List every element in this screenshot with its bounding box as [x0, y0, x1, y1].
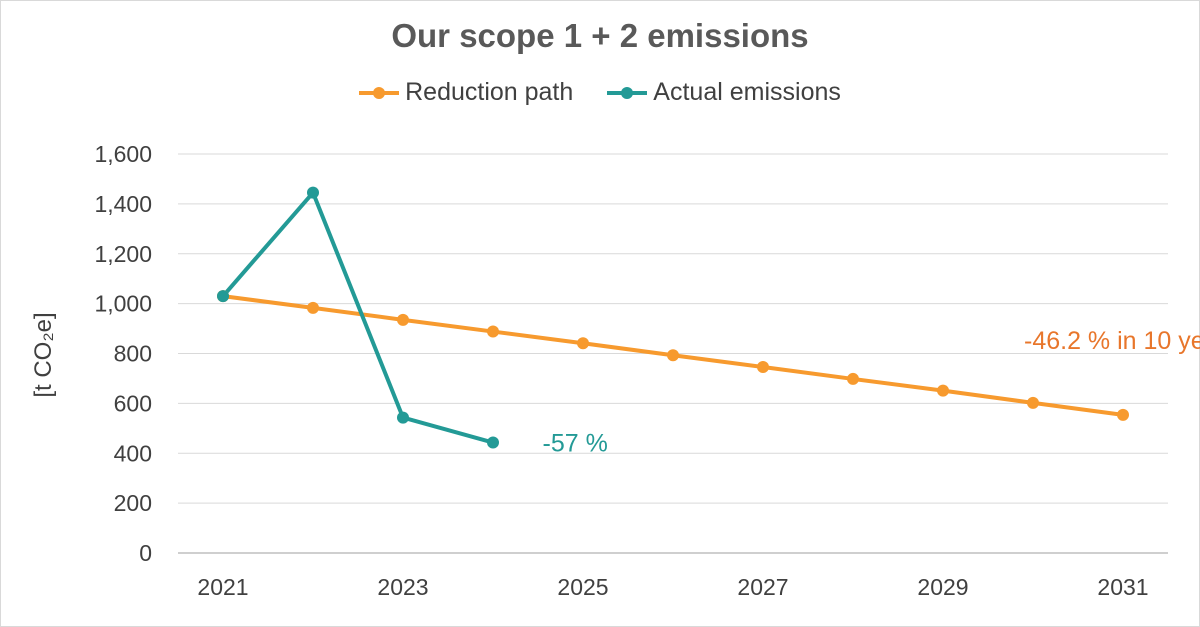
y-tick-label: 1,200: [94, 241, 152, 267]
y-tick-label: 200: [114, 490, 152, 516]
x-tick-label: 2023: [377, 574, 428, 600]
y-tick-label: 800: [114, 341, 152, 367]
y-tick-label: 400: [114, 440, 152, 466]
legend-marker-reduction-path: [359, 86, 400, 99]
data-point-reduction-path: [307, 301, 319, 314]
data-point-reduction-path: [937, 384, 949, 397]
annotation-label: -57 %: [543, 430, 608, 458]
legend-label-actual-emissions: Actual emissions: [653, 78, 841, 106]
y-tick-label: 0: [139, 540, 152, 566]
legend-item-actual-emissions: Actual emissions: [607, 78, 841, 107]
chart-title: Our scope 1 + 2 emissions: [391, 17, 809, 54]
legend-label-reduction-path: Reduction path: [405, 78, 574, 106]
data-point-reduction-path: [757, 360, 769, 373]
x-tick-label: 2027: [737, 574, 788, 600]
legend-item-reduction-path: Reduction path: [359, 78, 573, 107]
data-point-reduction-path: [1027, 396, 1039, 409]
data-point-actual-emissions: [217, 290, 229, 303]
data-point-actual-emissions: [307, 186, 319, 199]
x-tick-label: 2025: [557, 574, 608, 600]
series-line-actual-emissions: [221, 190, 494, 445]
data-point-reduction-path: [397, 313, 409, 326]
data-point-reduction-path: [1117, 408, 1129, 421]
annotation-label: -46.2 % in 10 years: [1024, 327, 1200, 355]
y-tick-label: 600: [114, 390, 152, 416]
data-point-reduction-path: [847, 372, 859, 385]
x-tick-label: 2021: [197, 574, 248, 600]
y-tick-label: 1,000: [94, 291, 152, 317]
data-point-reduction-path: [487, 325, 499, 338]
x-tick-label: 2029: [917, 574, 968, 600]
x-tick-label: 2031: [1097, 574, 1148, 600]
legend: Reduction path Actual emissions: [0, 78, 1200, 107]
y-tick-label: 1,400: [94, 191, 152, 217]
legend-marker-actual-emissions: [607, 86, 648, 99]
data-point-reduction-path: [577, 337, 589, 350]
data-point-reduction-path: [667, 349, 679, 362]
y-tick-label: 1,600: [94, 141, 152, 167]
data-point-actual-emissions: [487, 436, 499, 449]
data-point-actual-emissions: [397, 411, 409, 424]
